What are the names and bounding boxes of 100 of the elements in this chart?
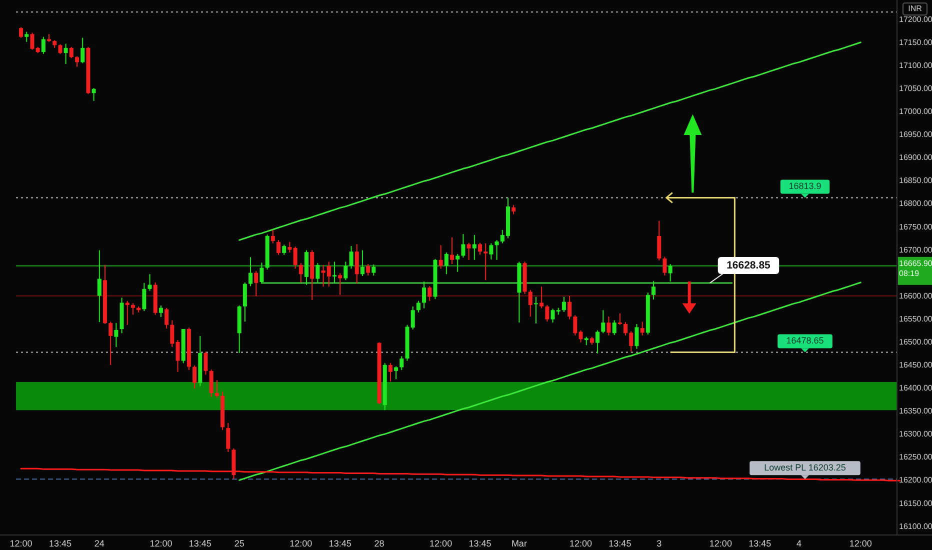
candlestick [540,286,544,309]
candlestick [75,56,80,68]
candlestick [534,296,538,324]
x-tick-label: 13:45 [328,538,352,548]
candlestick [344,261,348,281]
candlestick [662,256,667,276]
candlestick [573,314,578,336]
candlestick [92,88,96,102]
y-tick-label: 16350.00 [899,406,932,416]
candlestick [64,43,68,65]
candlestick [142,282,146,312]
candlestick [494,240,499,260]
candlestick [293,246,298,270]
candlestick [612,320,616,336]
candlestick [652,280,656,300]
ref-line-label: Lowest PL 16203.25 [764,462,846,472]
candlestick [366,264,370,276]
candlestick [354,244,359,284]
y-tick-label: 17100.00 [899,61,932,70]
y-tick-label: 17200.00 [899,14,932,24]
x-tick-label: 12:00 [150,538,172,548]
candlestick [562,296,566,312]
candlestick [416,300,420,313]
line-series [238,42,862,241]
candlestick [428,286,432,302]
candlestick [512,204,516,215]
x-tick-label: 12:00 [709,538,732,548]
candlestick [618,312,622,326]
x-tick-label: 25 [234,538,244,548]
y-tick-label: 16300.00 [899,430,932,439]
candlestick [214,380,219,398]
candlestick [478,242,482,256]
candlestick [388,362,392,382]
candlestick [80,37,85,64]
candlestick [400,356,404,371]
candlestick [41,36,46,54]
candlestick [204,351,208,376]
candlestick [349,246,354,270]
candlestick [30,32,34,50]
y-tick-label: 16150.00 [899,498,932,508]
y-tick-label: 16250.00 [899,452,932,462]
candlestick [338,272,342,296]
candlestick [360,250,364,277]
x-tick-label: Mar [511,538,527,548]
candlestick [668,264,672,282]
candlestick [634,323,639,350]
x-tick-label: 24 [94,538,104,548]
candlestick [596,330,600,354]
candlestick [226,422,230,453]
y-tick-label: 16900.00 [899,153,932,162]
candlestick [24,31,29,42]
candlestick [316,262,320,283]
x-tick-label: 28 [374,538,384,548]
candlestick [568,295,572,320]
candlestick [209,369,214,398]
y-tick-label: 17050.00 [899,84,932,94]
candlestick [108,321,113,366]
y-tick-label: 16500.00 [899,337,932,346]
candlestick [19,26,24,38]
candlestick [248,256,253,287]
candlestick [372,264,376,276]
candlestick [444,252,448,275]
y-tick-label: 16800.00 [899,199,932,208]
candlestick [410,306,415,330]
x-tick-label: 3 [656,538,662,548]
candlestick [461,234,466,258]
candlestick [332,261,336,283]
y-tick-label: 16600.00 [899,291,932,300]
candlestick [528,289,532,318]
x-tick-label: 12:00 [290,538,312,548]
candlestick [69,46,74,59]
candlestick [640,321,644,336]
candlestick [545,304,550,322]
candlestick [242,282,247,322]
candlestick [148,274,152,292]
candlestick [270,229,275,244]
candlestick [97,250,102,323]
candlestick [472,234,476,260]
candlestick [484,242,488,281]
y-tick-label: 16950.00 [899,130,932,140]
x-tick-label: 12:00 [10,538,32,548]
y-tick-label: 16450.00 [899,360,932,370]
text: 08:19 [899,269,920,278]
line-series [238,282,862,481]
candlestick [254,270,258,297]
candlestick [176,340,180,372]
candlestick [164,307,169,330]
candlestick [260,262,264,284]
candlestick [58,44,62,54]
candlestick [170,320,174,348]
x-tick-label: 13:45 [188,538,212,548]
candlestick [114,322,118,348]
candlestick [606,316,611,336]
candlestick [276,240,281,256]
ref-line-label: 16813.9 [788,181,822,192]
candlestick [466,242,471,260]
candlestick [601,310,606,334]
candlestick [489,242,494,260]
candlestick [422,281,426,309]
x-tick-label: 12:00 [430,538,452,548]
